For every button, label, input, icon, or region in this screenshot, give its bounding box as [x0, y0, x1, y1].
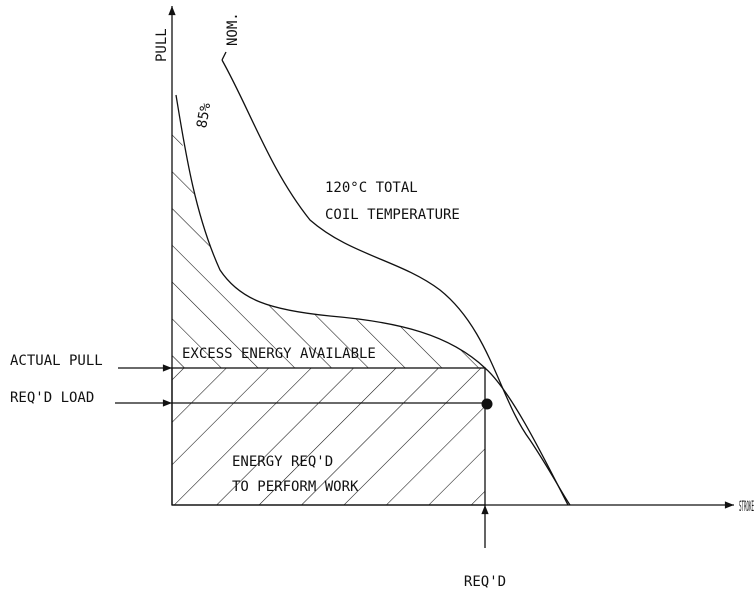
x-axis-label: STROKE — [739, 499, 754, 515]
work-label1: ENERGY REQ'D — [232, 454, 333, 470]
req-load-label: REQ'D LOAD — [10, 390, 94, 406]
nominal-curve — [221, 59, 571, 506]
actual-pull-label: ACTUAL PULL — [10, 353, 103, 369]
derated-curve — [175, 94, 569, 506]
excess-region — [172, 100, 485, 368]
derated-label: 85% — [194, 101, 214, 129]
nom-leader — [221, 51, 227, 61]
note-line2: COIL TEMPERATURE — [325, 207, 460, 223]
note-line1: 120°C TOTAL — [325, 180, 418, 196]
load-point — [481, 398, 493, 410]
y-axis-label: PULL — [154, 28, 170, 62]
nominal-label: NOM. — [225, 12, 241, 46]
work-region — [171, 367, 486, 506]
req-stroke-label: REQ'D — [464, 574, 506, 590]
work-label2: TO PERFORM WORK — [232, 479, 359, 495]
excess-label: EXCESS ENERGY AVAILABLE — [182, 346, 376, 362]
